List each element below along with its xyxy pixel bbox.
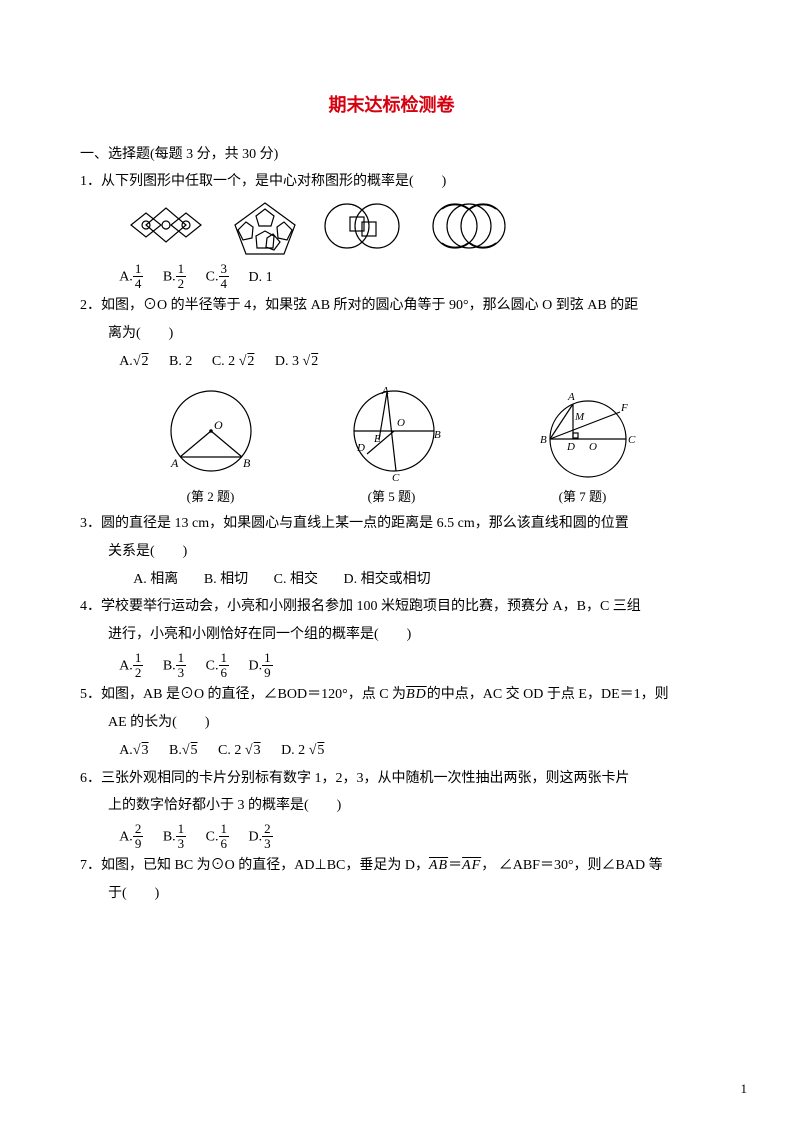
page: 期末达标检测卷 document.querySelector('.title')… bbox=[0, 0, 793, 1122]
q5-stem1: 5．如图，AB 是⊙O 的直径，∠BOD＝120°，点 C 为BD的中点，AC … bbox=[80, 683, 703, 707]
fig-q2: O A B (第 2 题) bbox=[151, 384, 271, 508]
q7-stem1: 7．如图，已知 BC 为⊙O 的直径，AD⊥BC，垂足为 D，AB＝AF， ∠A… bbox=[80, 854, 703, 878]
svg-text:D: D bbox=[566, 441, 575, 453]
svg-text:E: E bbox=[373, 433, 381, 445]
q1-fig3-circles-squares bbox=[315, 200, 410, 252]
svg-text:B: B bbox=[243, 456, 251, 470]
q1-fig1-diamonds bbox=[116, 200, 216, 250]
page-number: 1 bbox=[741, 1078, 748, 1100]
figure-row-2-5-7: O A B (第 2 题) A O B D E C bbox=[80, 384, 703, 508]
q5-stem2: AE 的长为( ) bbox=[80, 711, 703, 735]
svg-text:O: O bbox=[397, 417, 405, 429]
svg-text:C: C bbox=[392, 472, 400, 484]
svg-text:M: M bbox=[574, 411, 585, 423]
q7-stem2: 于( ) bbox=[80, 882, 703, 906]
svg-text:D: D bbox=[356, 442, 365, 454]
svg-text:A: A bbox=[170, 456, 179, 470]
caption-q5: (第 5 题) bbox=[332, 486, 452, 508]
q6-options: A.29 B.13 C.16 D.23 bbox=[80, 822, 703, 850]
q4-stem2: 进行，小亮和小刚恰好在同一个组的概率是( ) bbox=[80, 623, 703, 647]
svg-text:O: O bbox=[589, 441, 597, 453]
q1-fig2-pentagons bbox=[228, 200, 303, 256]
svg-text:O: O bbox=[214, 418, 223, 432]
fig-q7: A F M B D O C (第 7 题) bbox=[513, 384, 653, 508]
q3-stem1: 3．圆的直径是 13 cm，如果圆心与直线上某一点的距离是 6.5 cm，那么该… bbox=[80, 512, 703, 536]
q1-stem: 1．从下列图形中任取一个，是中心对称图形的概率是( ) bbox=[80, 170, 703, 194]
svg-text:A: A bbox=[381, 385, 389, 397]
q2-stem2: 离为( ) bbox=[80, 322, 703, 346]
svg-text:B: B bbox=[540, 434, 547, 446]
q3-stem2: 关系是( ) bbox=[80, 540, 703, 564]
q5-options: A.3 B.5 C. 2 3 D. 2 5 bbox=[80, 739, 703, 763]
caption-q7: (第 7 题) bbox=[513, 486, 653, 508]
svg-text:B: B bbox=[434, 429, 441, 441]
caption-q2: (第 2 题) bbox=[151, 486, 271, 508]
q1-fig4-overlap-circles bbox=[422, 200, 517, 252]
q4-options: A.12 B.13 C.16 D.19 bbox=[80, 651, 703, 679]
q6-stem2: 上的数字恰好都小于 3 的概率是( ) bbox=[80, 794, 703, 818]
page-title: 期末达标检测卷 bbox=[80, 90, 703, 121]
q6-stem1: 6．三张外观相同的卡片分别标有数字 1，2，3，从中随机一次性抽出两张，则这两张… bbox=[80, 767, 703, 791]
fig-q5: A O B D E C (第 5 题) bbox=[332, 384, 452, 508]
q1-options: A.14 B.12 C.34 D. 1 bbox=[80, 262, 703, 290]
q2-options: A.2 B. 2 C. 2 2 D. 3 2 bbox=[80, 350, 703, 374]
section-heading: 一、选择题(每题 3 分，共 30 分) bbox=[80, 143, 703, 167]
svg-text:F: F bbox=[620, 402, 628, 414]
q2-stem1: 2．如图，⊙O 的半径等于 4，如果弦 AB 所对的圆心角等于 90°，那么圆心… bbox=[80, 294, 703, 318]
q4-stem1: 4．学校要举行运动会，小亮和小刚报名参加 100 米短跑项目的比赛，预赛分 A，… bbox=[80, 595, 703, 619]
q1-figures bbox=[116, 200, 703, 256]
svg-text:A: A bbox=[567, 391, 575, 403]
svg-text:C: C bbox=[628, 434, 636, 446]
q3-options: A. 相离 B. 相切 C. 相交 D. 相交或相切 bbox=[80, 568, 703, 592]
